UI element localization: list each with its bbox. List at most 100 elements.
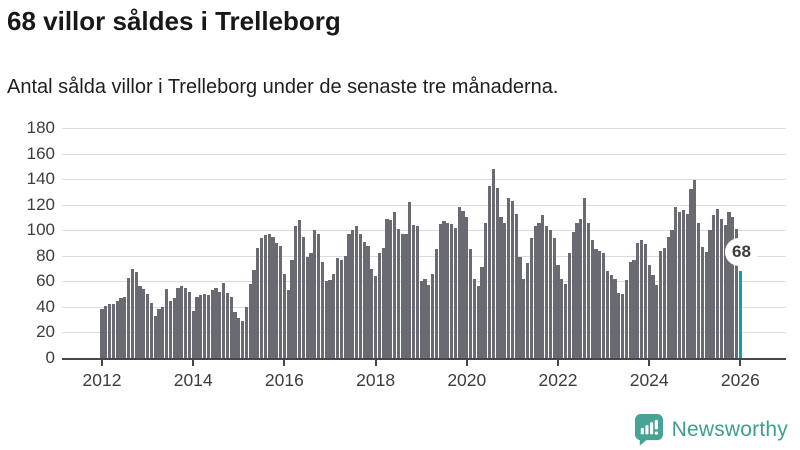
bar	[332, 273, 336, 358]
bar	[165, 289, 169, 358]
x-axis-tick-label: 2016	[264, 370, 304, 390]
gridline	[62, 153, 786, 155]
bar	[130, 268, 134, 358]
bar	[366, 245, 370, 358]
bar	[586, 222, 590, 358]
bar	[408, 202, 412, 358]
highlighted-bar	[738, 271, 742, 358]
gridline	[62, 204, 786, 206]
highlight-value-label: 68	[725, 238, 758, 266]
bar	[681, 209, 685, 358]
bar	[374, 276, 378, 358]
bar	[396, 228, 400, 358]
bar	[328, 280, 332, 358]
bar	[636, 243, 640, 358]
bar	[320, 262, 324, 358]
bar	[172, 297, 176, 358]
bar	[214, 287, 218, 358]
newsworthy-logo: Newsworthy	[633, 413, 788, 446]
bar	[685, 213, 689, 358]
bar	[446, 222, 450, 358]
bar	[104, 305, 108, 358]
bar	[469, 249, 473, 358]
x-axis-tick-label: 2020	[447, 370, 487, 390]
bar	[400, 234, 404, 358]
bar	[488, 185, 492, 358]
bar	[153, 315, 157, 358]
y-axis-tick-label: 180	[26, 118, 55, 137]
bar	[697, 222, 701, 358]
bar	[423, 278, 427, 358]
page-title: 68 villor såldes i Trelleborg	[7, 6, 341, 36]
gridline	[62, 128, 786, 129]
bar	[377, 253, 381, 358]
bar	[233, 312, 237, 358]
bar	[643, 244, 647, 358]
bar	[290, 259, 294, 358]
bar	[271, 236, 275, 358]
bar	[203, 294, 207, 358]
bar	[385, 218, 389, 358]
bar	[317, 234, 321, 358]
x-axis-tick	[465, 360, 468, 366]
bar	[484, 222, 488, 358]
bar	[564, 283, 568, 358]
bar	[495, 188, 499, 358]
bar	[533, 226, 537, 358]
bar	[537, 222, 541, 358]
bar	[651, 274, 655, 358]
bar	[237, 318, 241, 358]
bar	[275, 243, 279, 358]
bar	[355, 226, 359, 358]
bar	[571, 231, 575, 358]
x-axis-tick	[648, 360, 651, 366]
bar	[381, 248, 385, 358]
bar	[146, 294, 150, 358]
bar	[522, 278, 526, 358]
bar	[480, 267, 484, 358]
bar	[590, 240, 594, 358]
bar	[507, 198, 511, 358]
bar	[260, 237, 264, 358]
bar	[229, 296, 233, 358]
bar	[138, 286, 142, 358]
bar	[613, 278, 617, 358]
bar	[548, 230, 552, 358]
bar	[621, 294, 625, 358]
bar	[545, 226, 549, 358]
bar	[575, 222, 579, 358]
y-axis-tick-label: 160	[26, 143, 55, 163]
bar	[115, 300, 119, 358]
x-axis-tick-label: 2024	[629, 370, 669, 390]
bar	[434, 249, 438, 358]
gridline	[62, 230, 786, 232]
bar	[176, 287, 180, 358]
bar	[647, 264, 651, 358]
bar	[244, 306, 248, 358]
bar	[678, 212, 682, 358]
bar	[222, 282, 226, 358]
bar	[457, 207, 461, 358]
y-axis-tick-label: 80	[36, 245, 55, 265]
bar	[358, 234, 362, 358]
bar	[282, 273, 286, 358]
bar	[719, 218, 723, 358]
chart-subtitle: Antal sålda villor i Trelleborg under de…	[7, 76, 559, 98]
bar	[689, 189, 693, 358]
x-axis-tick	[283, 360, 286, 366]
bar	[298, 220, 302, 358]
bar	[510, 200, 514, 358]
bar	[567, 253, 571, 358]
bar	[704, 251, 708, 358]
bar	[465, 217, 469, 358]
bar	[347, 234, 351, 358]
bar	[723, 225, 727, 358]
bar	[708, 230, 712, 358]
bar	[339, 259, 343, 358]
y-axis-tick-label: 0	[45, 348, 55, 367]
bar	[594, 249, 598, 358]
x-axis-tick-label: 2018	[356, 370, 396, 390]
bar	[142, 289, 146, 358]
